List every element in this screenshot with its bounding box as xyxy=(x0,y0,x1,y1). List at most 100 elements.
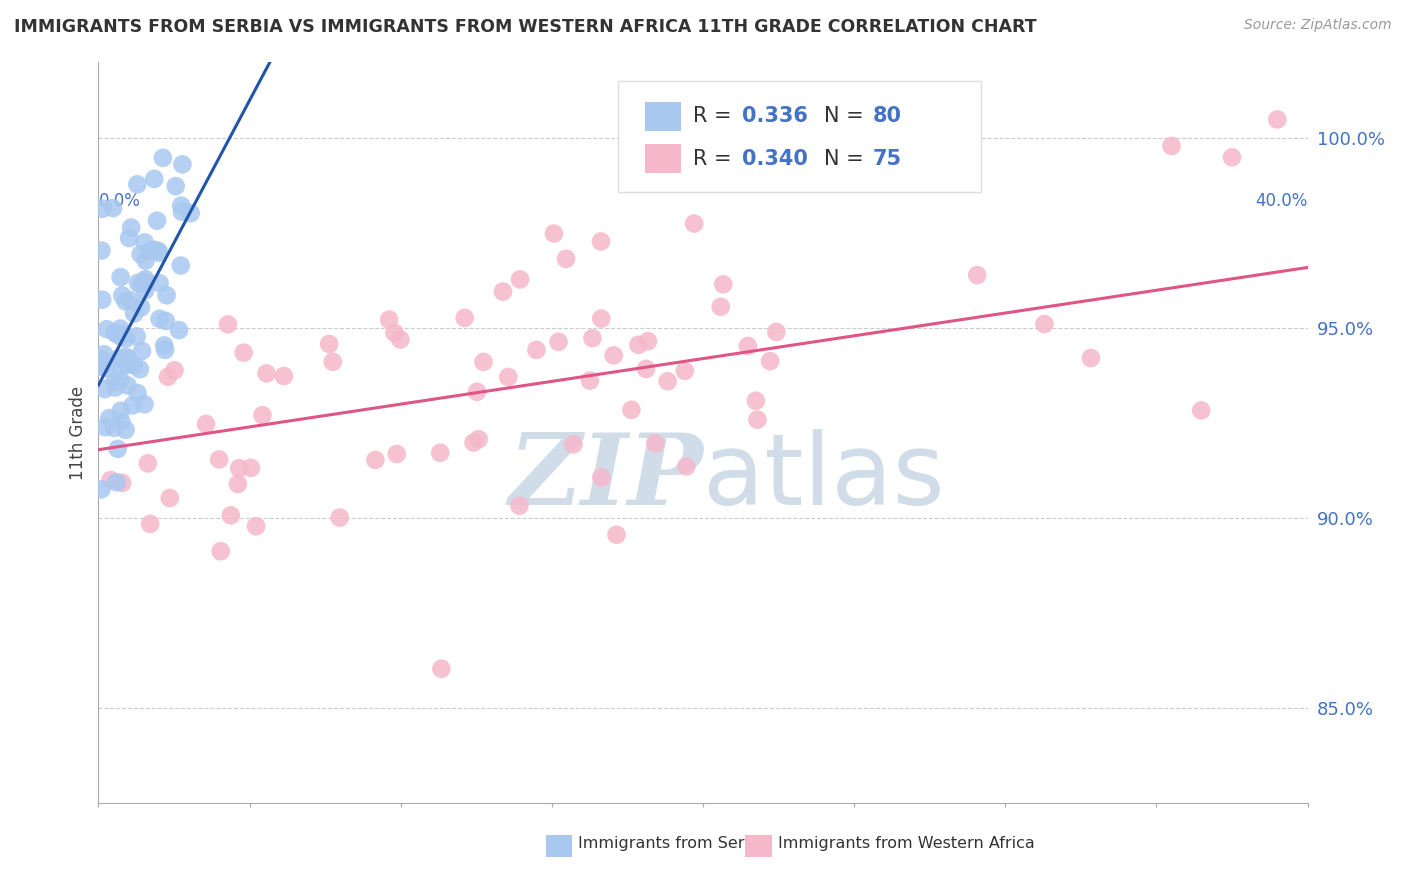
Point xyxy=(170,259,193,273)
Point xyxy=(93,347,115,361)
Point xyxy=(711,277,734,292)
Text: N =: N = xyxy=(824,149,870,169)
Text: N =: N = xyxy=(824,106,870,127)
Text: 0.340: 0.340 xyxy=(742,149,807,169)
Point xyxy=(156,288,179,302)
Point xyxy=(1220,150,1243,164)
Point xyxy=(364,453,387,467)
Point xyxy=(467,432,489,446)
Point xyxy=(101,201,124,215)
Bar xyxy=(645,102,682,131)
Point xyxy=(120,293,142,308)
Point xyxy=(581,331,603,345)
Point xyxy=(94,420,117,434)
Y-axis label: 11th Grade: 11th Grade xyxy=(69,385,87,480)
Point xyxy=(103,375,125,389)
Point xyxy=(110,329,132,343)
Point xyxy=(605,527,627,541)
Point xyxy=(591,470,613,484)
Point xyxy=(90,359,112,374)
Point xyxy=(108,359,131,374)
Point xyxy=(117,351,139,366)
Point xyxy=(114,294,136,309)
Point xyxy=(378,312,401,326)
Point xyxy=(228,461,250,475)
Point xyxy=(765,325,787,339)
Point xyxy=(153,338,176,352)
Point xyxy=(472,355,495,369)
Point xyxy=(104,326,127,341)
Point xyxy=(142,243,165,257)
Point xyxy=(195,417,218,431)
Bar xyxy=(645,144,682,173)
Point xyxy=(124,306,146,320)
Bar xyxy=(546,835,572,857)
Point xyxy=(759,354,782,368)
Point xyxy=(1033,317,1056,331)
Point xyxy=(683,217,706,231)
Text: 0.0%: 0.0% xyxy=(98,192,141,210)
Point xyxy=(723,112,745,127)
Point xyxy=(110,373,132,387)
Point xyxy=(675,459,697,474)
Text: 80: 80 xyxy=(872,106,901,127)
Text: 75: 75 xyxy=(872,149,901,169)
Point xyxy=(131,344,153,359)
Point xyxy=(463,435,485,450)
Point xyxy=(159,491,181,505)
Point xyxy=(498,370,520,384)
Point xyxy=(657,374,679,388)
Point xyxy=(118,231,141,245)
Point xyxy=(170,198,193,212)
Point xyxy=(139,516,162,531)
Point xyxy=(152,151,174,165)
Text: 40.0%: 40.0% xyxy=(1256,192,1308,210)
Point xyxy=(562,437,585,451)
Point xyxy=(110,270,132,285)
Point xyxy=(134,235,156,250)
Point xyxy=(465,384,488,399)
Point xyxy=(127,386,149,401)
Text: Immigrants from Western Africa: Immigrants from Western Africa xyxy=(778,836,1035,851)
Point xyxy=(110,415,132,429)
Point xyxy=(245,519,267,533)
Point xyxy=(589,235,612,249)
Point xyxy=(129,247,152,261)
Point xyxy=(737,339,759,353)
Point xyxy=(163,363,186,377)
Point xyxy=(148,276,170,290)
Point xyxy=(579,374,602,388)
Point xyxy=(134,284,156,298)
Point xyxy=(329,510,352,524)
Point xyxy=(122,359,145,373)
Text: IMMIGRANTS FROM SERBIA VS IMMIGRANTS FROM WESTERN AFRICA 11TH GRADE CORRELATION : IMMIGRANTS FROM SERBIA VS IMMIGRANTS FRO… xyxy=(14,18,1036,36)
Point xyxy=(117,358,139,372)
Point xyxy=(131,277,153,292)
Point xyxy=(105,475,128,490)
Point xyxy=(135,277,157,291)
Point xyxy=(121,399,143,413)
Point xyxy=(143,172,166,186)
Point xyxy=(148,311,170,326)
Text: atlas: atlas xyxy=(703,428,945,525)
Point xyxy=(620,402,643,417)
Point xyxy=(745,393,768,408)
Point xyxy=(90,351,112,366)
Point xyxy=(180,206,202,220)
Point xyxy=(172,157,194,171)
Point xyxy=(232,345,254,359)
Point xyxy=(555,252,578,266)
Point xyxy=(136,456,159,470)
Point xyxy=(153,343,176,357)
Point xyxy=(252,408,274,422)
Point xyxy=(845,151,868,165)
Point xyxy=(110,403,132,417)
Point xyxy=(226,477,249,491)
Point xyxy=(127,276,149,290)
Point xyxy=(509,272,531,286)
Bar xyxy=(745,835,772,857)
Point xyxy=(429,446,451,460)
Point xyxy=(156,369,179,384)
Point xyxy=(108,321,131,335)
Point xyxy=(120,220,142,235)
